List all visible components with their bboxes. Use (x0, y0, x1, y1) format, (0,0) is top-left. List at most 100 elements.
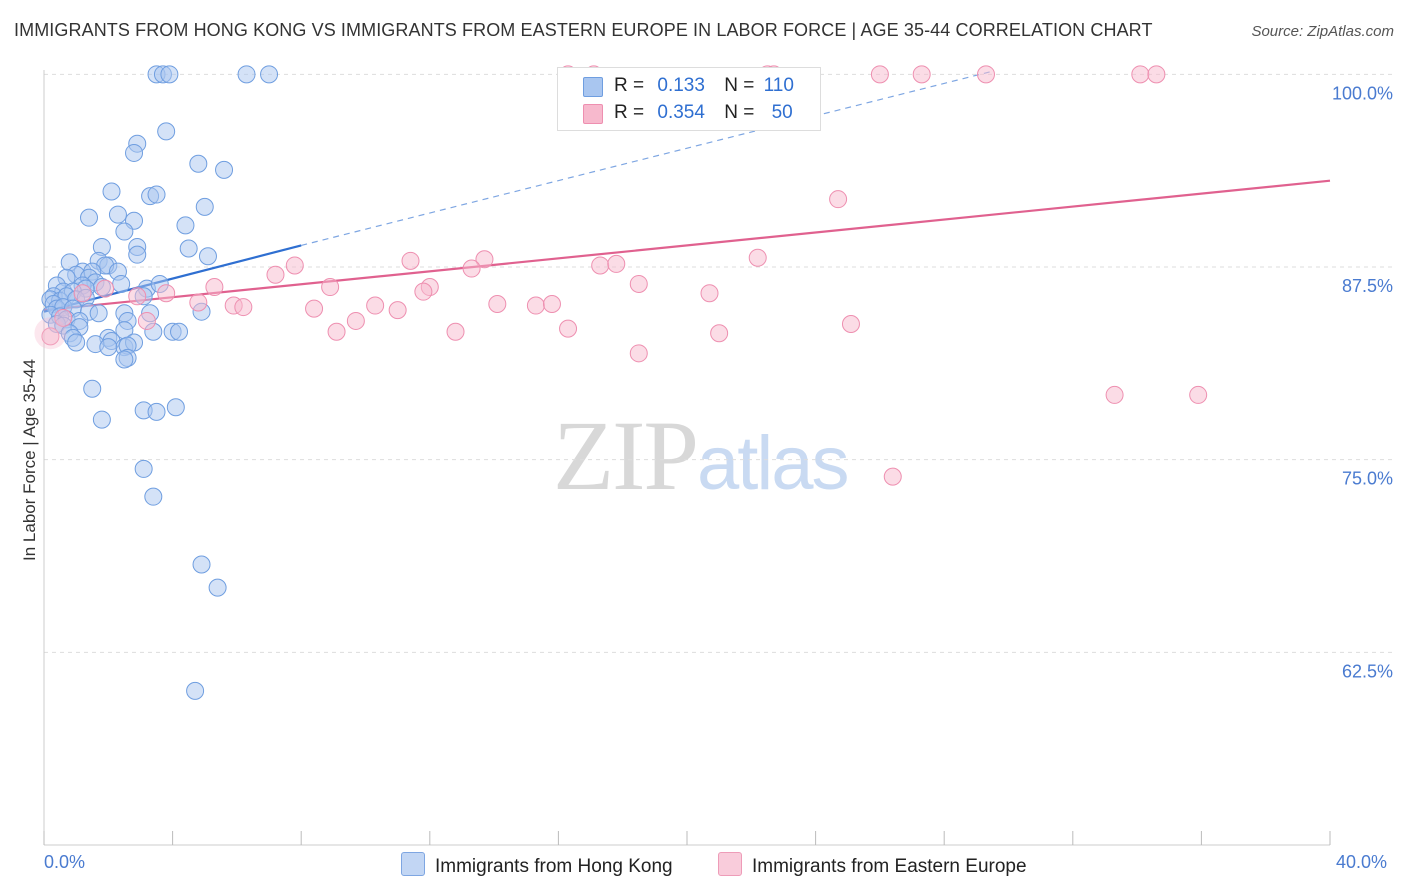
data-point (591, 256, 610, 275)
data-point (1189, 385, 1208, 404)
data-point (73, 284, 92, 303)
grid-lines (44, 73, 1392, 653)
data-point (189, 154, 208, 173)
data-point (108, 205, 127, 224)
stats-legend: R = 0.133 N = 110 R = 0.354 N = 50 (557, 67, 821, 131)
data-point (912, 65, 931, 84)
data-point (414, 282, 433, 301)
legend-n-label: N = (724, 102, 755, 123)
legend-item-hong-kong[interactable]: Immigrants from Hong Kong (401, 852, 673, 878)
data-point (41, 327, 60, 346)
y-axis-label: In Labor Force | Age 35-44 (20, 359, 39, 561)
y-tick-label: 87.5% (1342, 276, 1393, 296)
data-point (629, 274, 648, 293)
data-point (488, 294, 507, 313)
data-point (147, 402, 166, 421)
data-point (327, 322, 346, 341)
data-point (366, 296, 385, 315)
legend-row-eastern-europe: R = 0.354 N = 50 (583, 102, 793, 126)
watermark: ZIPatlas (553, 398, 850, 513)
data-point (157, 284, 176, 303)
y-tick-labels: 100.0% 87.5% 75.0% 62.5% (1332, 83, 1393, 681)
data-point (54, 308, 73, 327)
data-point (147, 185, 166, 204)
legend-row-hong-kong: R = 0.133 N = 110 (583, 75, 794, 99)
series-hong-kong-points (41, 65, 279, 700)
data-point (115, 222, 134, 241)
legend-item-eastern-europe[interactable]: Immigrants from Eastern Europe (718, 852, 1027, 878)
data-point (83, 379, 102, 398)
data-point (446, 322, 465, 341)
data-point (144, 487, 163, 506)
legend-swatch-eastern-europe (583, 104, 603, 124)
legend-swatch-eastern-europe-bottom (718, 852, 742, 876)
trend-line-eastern-europe (43, 179, 1331, 312)
data-point (186, 681, 205, 700)
axes (43, 70, 1331, 846)
data-point (128, 287, 147, 306)
legend-n-value-eastern-europe: 50 (771, 102, 793, 123)
data-point (166, 398, 185, 417)
data-point (321, 278, 340, 297)
source-label: Source: ZipAtlas.com (1251, 23, 1394, 40)
data-point (179, 239, 198, 258)
watermark-atlas: atlas (697, 421, 850, 506)
data-point (346, 311, 365, 330)
data-point (388, 301, 407, 320)
data-point (89, 304, 108, 323)
data-point (1147, 65, 1166, 84)
legend-label-hong-kong: Immigrants from Hong Kong (435, 856, 673, 877)
y-tick-label: 100.0% (1332, 83, 1393, 103)
data-point (475, 250, 494, 269)
trend-line-hong-kong-extrapolated (301, 70, 993, 247)
y-tick-label: 62.5% (1342, 661, 1393, 681)
watermark-zip: ZIP (553, 400, 699, 511)
data-point (629, 344, 648, 363)
data-point (208, 578, 227, 597)
legend-n-label: N = (724, 75, 755, 96)
series-eastern-europe-points (34, 65, 1208, 486)
data-point (160, 65, 179, 84)
y-tick-label: 75.0% (1342, 469, 1393, 489)
data-point (870, 65, 889, 84)
data-point (128, 245, 147, 264)
data-point (92, 410, 111, 429)
legend-swatch-hong-kong-bottom (401, 852, 425, 876)
data-point (34, 317, 67, 350)
data-point (115, 350, 134, 369)
data-point (260, 65, 279, 84)
data-point (99, 338, 118, 357)
data-point (266, 265, 285, 284)
data-point (195, 197, 214, 216)
x-tick-label-left: 0.0% (44, 852, 86, 872)
data-point (237, 65, 256, 84)
data-point (1131, 65, 1150, 84)
data-point (170, 322, 189, 341)
data-point (285, 256, 304, 275)
data-point (305, 299, 324, 318)
data-point (234, 298, 253, 317)
data-point (157, 122, 176, 141)
data-point (198, 247, 217, 266)
data-point (215, 160, 234, 179)
data-point (462, 259, 481, 278)
data-point (205, 278, 224, 297)
chart-title: IMMIGRANTS FROM HONG KONG VS IMMIGRANTS … (14, 20, 1153, 40)
data-point (102, 182, 121, 201)
data-point (176, 216, 195, 235)
legend-swatch-hong-kong (583, 77, 603, 97)
data-point (134, 459, 153, 478)
data-point (526, 296, 545, 315)
data-point (80, 208, 99, 227)
data-point (542, 294, 561, 313)
data-point (883, 467, 902, 486)
data-point (189, 293, 208, 312)
data-point (700, 284, 719, 303)
data-point (137, 311, 156, 330)
data-point (112, 274, 131, 293)
legend-r-value-hong-kong: 0.133 (657, 75, 705, 96)
data-point (96, 279, 115, 298)
legend-label-eastern-europe: Immigrants from Eastern Europe (752, 856, 1027, 877)
data-point (607, 254, 626, 273)
